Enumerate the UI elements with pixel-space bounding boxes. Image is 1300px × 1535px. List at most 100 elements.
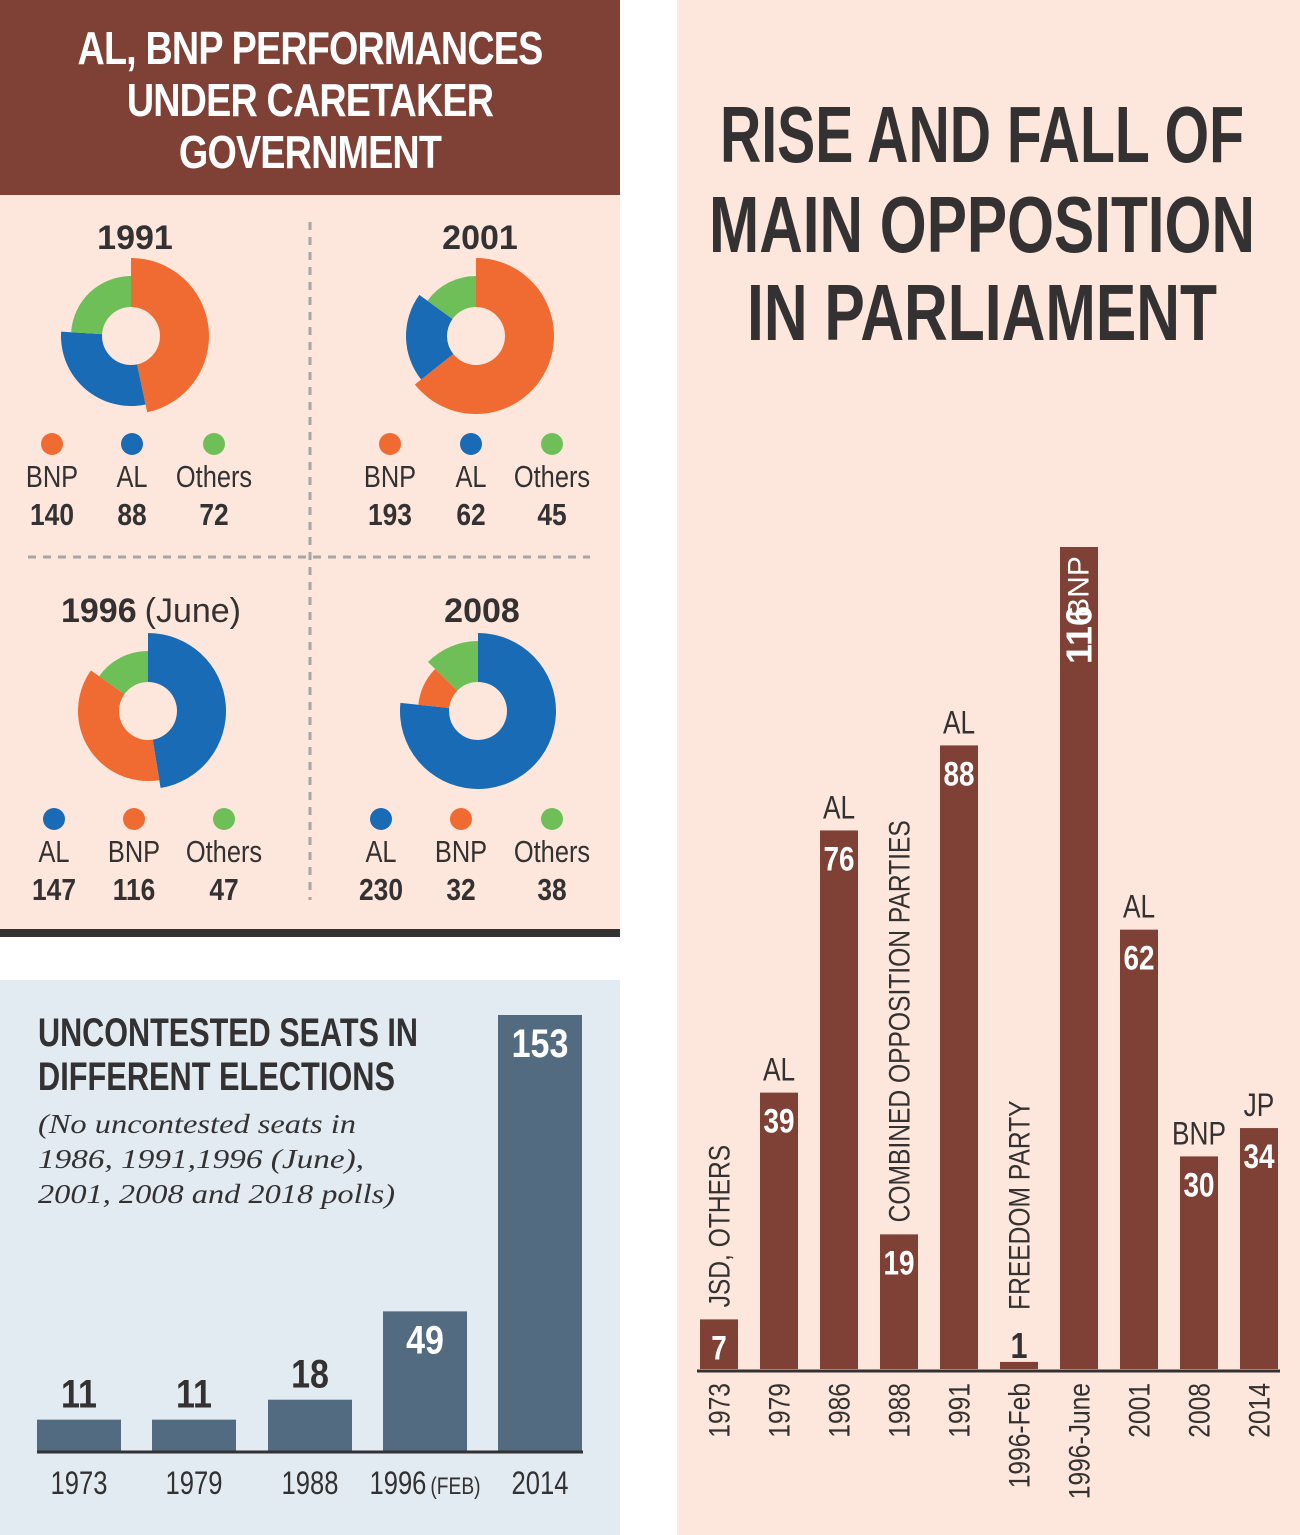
legend-dot-al: [43, 808, 65, 830]
opposition-bar-1996-Feb: [1000, 1361, 1038, 1369]
caretaker-title-line: AL, BNP PERFORMANCES: [77, 22, 544, 74]
legend-label: Others: [514, 835, 590, 870]
legend-value: 116: [113, 873, 155, 907]
opposition-party-label: COMBINED OPPOSITION PARTIES: [882, 820, 916, 1222]
legend-dot-bnp: [379, 433, 401, 455]
legend-label: BNP: [26, 460, 78, 495]
opposition-party-label: AL: [823, 791, 855, 826]
donut-slice-others: [427, 276, 476, 319]
uncontested-category-year: 1988: [282, 1466, 339, 1501]
legend-value: 38: [537, 873, 566, 907]
uncontested-category-year: 1979: [166, 1466, 223, 1501]
opposition-value-label: 34: [1243, 1137, 1275, 1175]
legend-value: 193: [368, 498, 412, 532]
uncontested-bar-1973: [37, 1419, 121, 1451]
uncontested-category-label: 1973: [51, 1466, 108, 1501]
uncontested-category-label: 2014: [512, 1466, 569, 1501]
opposition-bar-1973: [700, 1319, 738, 1369]
opposition-value-label: 1: [1010, 1327, 1027, 1367]
opposition-bar-1996-June: [1060, 547, 1098, 1369]
caretaker-donut-charts: 1991BNP140AL88Others722001BNP193AL62Othe…: [26, 219, 590, 908]
legend-label: AL: [38, 835, 69, 870]
opposition-party-label: BNP: [1063, 556, 1096, 618]
caretaker-title-line: UNDER CARETAKER: [126, 74, 494, 126]
opposition-category-label: 1979: [762, 1383, 796, 1438]
opposition-party-label: JP: [1244, 1089, 1275, 1124]
opposition-category-label: 2001: [1122, 1383, 1156, 1438]
uncontested-category-year: 1973: [51, 1466, 108, 1501]
legend-dot-bnp: [450, 808, 472, 830]
uncontested-bar-1979: [152, 1419, 236, 1451]
uncontested-value-label: 49: [406, 1317, 444, 1362]
uncontested-bar-chart: UNCONTESTED SEATS IN DIFFERENT ELECTIONS…: [37, 1011, 583, 1502]
donut-slice-others: [427, 641, 478, 691]
uncontested-value-label: 153: [512, 1020, 569, 1065]
donut-title: 1991: [97, 219, 173, 257]
opposition-bar-1986: [820, 830, 858, 1369]
donut-title: 2008: [444, 592, 520, 630]
caretaker-title-line: GOVERNMENT: [178, 126, 442, 178]
opposition-bar-1991: [940, 745, 978, 1369]
legend-value: 72: [199, 498, 228, 532]
uncontested-category-year: 1996: [369, 1466, 426, 1501]
opposition-category-label: 2014: [1242, 1383, 1276, 1438]
opposition-value-label: 39: [763, 1102, 794, 1140]
legend-label: BNP: [108, 835, 160, 870]
opposition-value-label: 30: [1183, 1166, 1214, 1204]
uncontested-title-line: DIFFERENT ELECTIONS: [38, 1055, 395, 1099]
legend-value: 140: [30, 498, 74, 532]
donut-year: 1991: [97, 219, 173, 257]
opposition-value-label: 19: [883, 1244, 914, 1282]
opposition-title-line: RISE AND FALL OF: [720, 90, 1244, 179]
legend-label: AL: [455, 460, 486, 495]
opposition-value-label: 7: [711, 1329, 727, 1367]
opposition-category-label: 1988: [882, 1383, 916, 1438]
uncontested-value-label: 11: [61, 1371, 97, 1416]
opposition-bar-chart: RISE AND FALL OF MAIN OPPOSITION IN PARL…: [697, 90, 1280, 1499]
opposition-bar-2008: [1180, 1156, 1218, 1369]
opposition-value-label: 88: [943, 755, 974, 793]
uncontested-value-label: 18: [291, 1351, 329, 1396]
donut-slice-al: [406, 294, 454, 380]
legend-dot-bnp: [123, 808, 145, 830]
legend-label: Others: [176, 460, 252, 495]
opposition-bar-2014: [1240, 1128, 1278, 1369]
legend-value: 230: [359, 873, 403, 907]
uncontested-category-label: 1979: [166, 1466, 223, 1501]
opposition-value-label: 76: [823, 840, 854, 878]
uncontested-title-line: UNCONTESTED SEATS IN: [38, 1011, 418, 1055]
opposition-category-label: 1986: [822, 1383, 856, 1438]
donut-year: 1996: [61, 592, 137, 630]
opposition-bar-1979: [760, 1092, 798, 1369]
donut-slice-bnp: [418, 669, 458, 708]
uncontested-value-label: 11: [176, 1371, 212, 1416]
opposition-party-label: BNP: [1172, 1117, 1226, 1152]
opposition-category-label: 1996-June: [1062, 1383, 1096, 1499]
donut-year: 2008: [444, 592, 520, 630]
opposition-bar-2001: [1120, 929, 1158, 1369]
caretaker-header: AL, BNP PERFORMANCES UNDER CARETAKER GOV…: [0, 0, 620, 195]
donut-slice-al: [148, 633, 226, 788]
opposition-title-line: MAIN OPPOSITION: [709, 180, 1255, 269]
uncontested-note-line: 1986, 1991,1996 (June),: [38, 1144, 364, 1174]
legend-dot-others: [213, 808, 235, 830]
donut-year: 2001: [442, 219, 518, 257]
legend-value: 62: [456, 498, 485, 532]
uncontested-category-year: 2014: [512, 1466, 569, 1501]
legend-dot-al: [460, 433, 482, 455]
legend-label: Others: [514, 460, 590, 495]
opposition-bar-1988: [880, 1234, 918, 1369]
section-divider-rule: [0, 929, 620, 937]
legend-label: Others: [186, 835, 262, 870]
uncontested-bar-1996: [383, 1311, 467, 1451]
opposition-party-label: JSD, OTHERS: [702, 1145, 736, 1308]
donut-slice-others: [99, 651, 148, 695]
opposition-category-label: 1973: [702, 1383, 736, 1438]
legend-label: BNP: [435, 835, 487, 870]
opposition-party-label: FREEDOM PARTY: [1002, 1100, 1036, 1309]
donut-slice-al: [60, 331, 146, 406]
